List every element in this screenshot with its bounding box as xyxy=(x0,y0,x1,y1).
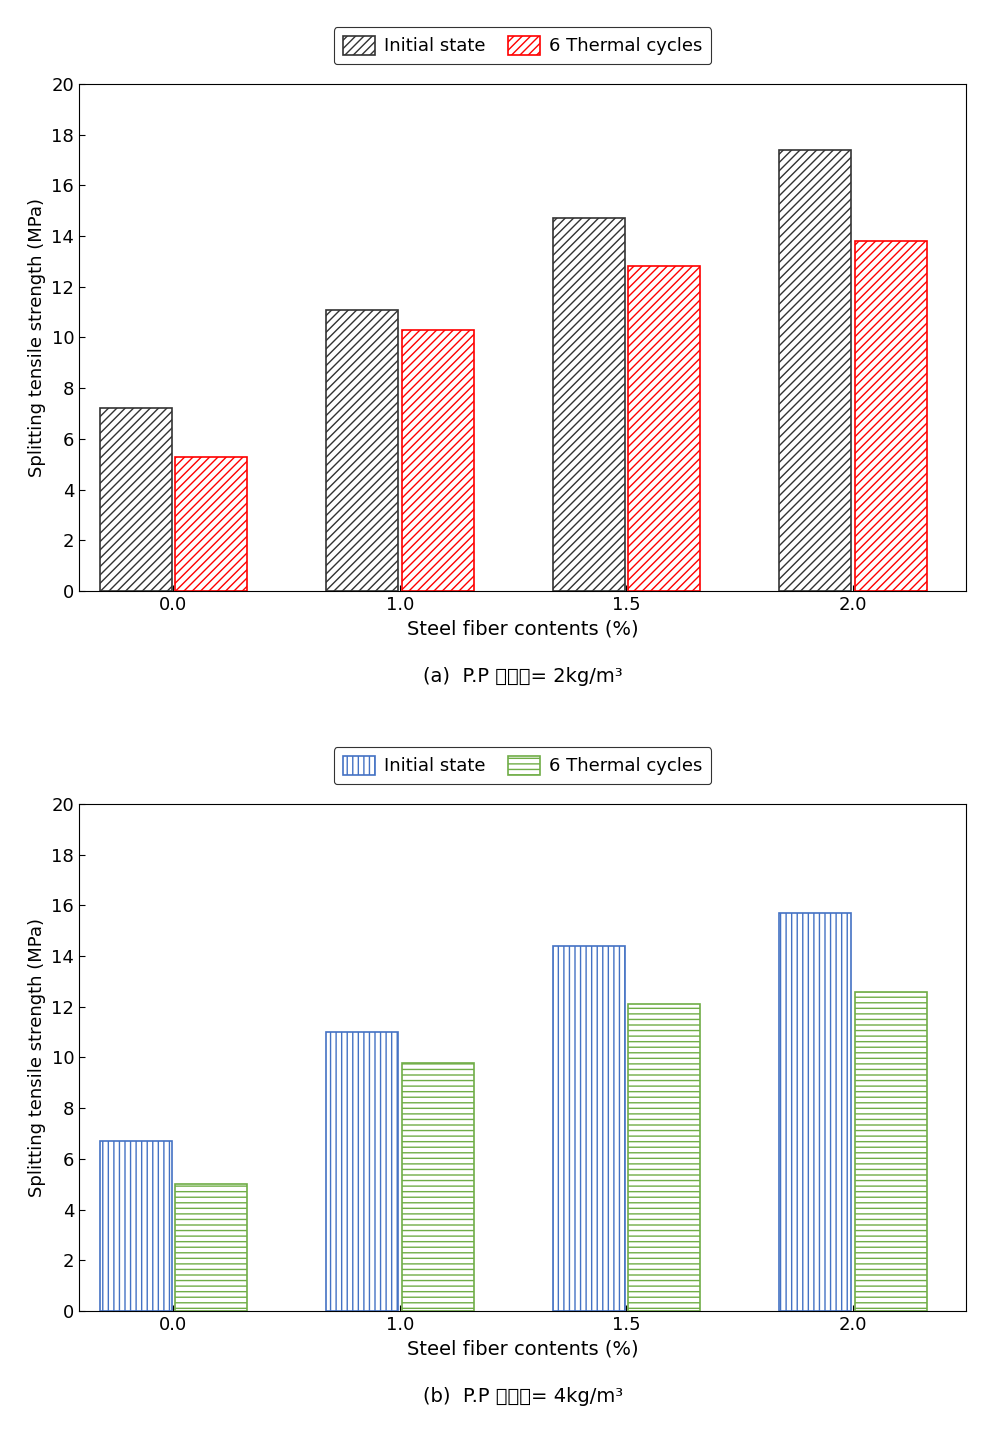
Bar xyxy=(855,241,926,590)
Bar xyxy=(553,946,624,1311)
Text: (b)  P.P 섭유량= 4kg/m³: (b) P.P 섭유량= 4kg/m³ xyxy=(422,1387,622,1406)
X-axis label: Steel fiber contents (%): Steel fiber contents (%) xyxy=(407,1340,638,1358)
Bar xyxy=(175,1184,248,1311)
Bar xyxy=(99,1141,172,1311)
Bar xyxy=(402,1062,473,1311)
X-axis label: Steel fiber contents (%): Steel fiber contents (%) xyxy=(407,619,638,639)
Bar xyxy=(326,1032,398,1311)
Bar xyxy=(175,457,248,590)
Bar xyxy=(779,913,851,1311)
Bar xyxy=(326,310,398,590)
Y-axis label: Splitting tensile strength (MPa): Splitting tensile strength (MPa) xyxy=(28,919,46,1197)
Text: (a)  P.P 섭유량= 2kg/m³: (a) P.P 섭유량= 2kg/m³ xyxy=(422,668,622,686)
Bar xyxy=(628,1005,700,1311)
Bar xyxy=(628,267,700,590)
Bar xyxy=(99,408,172,590)
Bar xyxy=(553,218,624,590)
Legend: Initial state, 6 Thermal cycles: Initial state, 6 Thermal cycles xyxy=(334,747,712,784)
Bar xyxy=(779,150,851,590)
Bar xyxy=(402,330,473,590)
Y-axis label: Splitting tensile strength (MPa): Splitting tensile strength (MPa) xyxy=(28,198,46,477)
Bar xyxy=(855,992,926,1311)
Legend: Initial state, 6 Thermal cycles: Initial state, 6 Thermal cycles xyxy=(334,27,712,64)
